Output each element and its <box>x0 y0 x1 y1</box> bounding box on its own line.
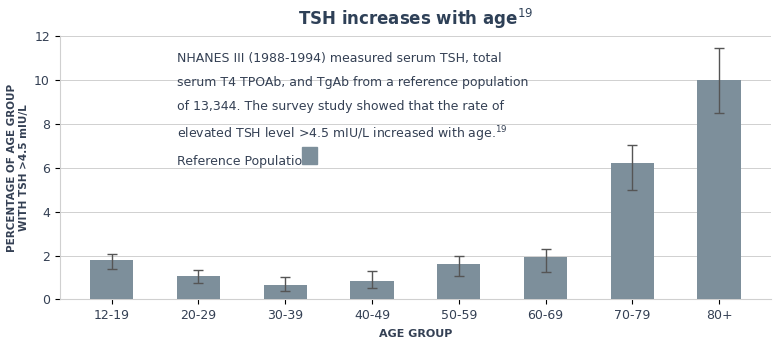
Text: elevated TSH level >4.5 mIU/L increased with age.$^{19}$: elevated TSH level >4.5 mIU/L increased … <box>177 124 508 144</box>
Text: of 13,344. The survey study showed that the rate of: of 13,344. The survey study showed that … <box>177 100 504 113</box>
Text: serum T4 TPOAb, and TgAb from a reference population: serum T4 TPOAb, and TgAb from a referenc… <box>177 76 528 89</box>
Bar <box>437 264 481 299</box>
X-axis label: AGE GROUP: AGE GROUP <box>379 329 452 339</box>
Y-axis label: PERCENTAGE OF AGE GROUP
WITH TSH >4.5 mIU/L: PERCENTAGE OF AGE GROUP WITH TSH >4.5 mI… <box>7 84 29 252</box>
Bar <box>90 260 134 299</box>
Bar <box>350 281 394 299</box>
Bar <box>264 285 307 299</box>
Bar <box>697 80 741 299</box>
Bar <box>524 257 567 299</box>
Text: NHANES III (1988-1994) measured serum TSH, total: NHANES III (1988-1994) measured serum TS… <box>177 52 502 64</box>
Title: TSH increases with age$^{19}$: TSH increases with age$^{19}$ <box>298 7 533 31</box>
Bar <box>177 276 220 299</box>
Text: Reference Population: Reference Population <box>177 155 310 167</box>
Bar <box>302 147 317 164</box>
Bar <box>611 163 654 299</box>
